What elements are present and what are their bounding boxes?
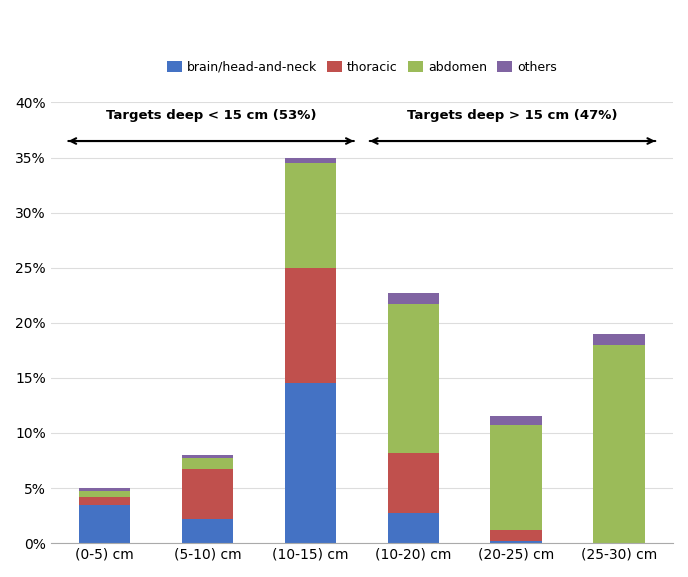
Text: Targets deep > 15 cm (47%): Targets deep > 15 cm (47%)	[407, 109, 618, 122]
Bar	[79, 488, 130, 492]
Bar	[387, 453, 439, 514]
Bar	[491, 417, 542, 425]
Text: Targets deep < 15 cm (53%): Targets deep < 15 cm (53%)	[106, 109, 316, 122]
Bar	[491, 425, 542, 530]
Bar	[387, 304, 439, 453]
Bar	[387, 514, 439, 543]
Bar	[387, 293, 439, 304]
Bar	[285, 383, 336, 543]
Bar	[79, 497, 130, 504]
Bar	[285, 268, 336, 383]
Bar	[79, 504, 130, 543]
Bar	[79, 492, 130, 497]
Bar	[182, 469, 233, 519]
Bar	[285, 158, 336, 163]
Bar	[491, 530, 542, 541]
Bar	[182, 455, 233, 458]
Bar	[593, 334, 645, 345]
Bar	[182, 519, 233, 543]
Bar	[593, 345, 645, 543]
Bar	[285, 163, 336, 268]
Bar	[491, 541, 542, 543]
Bar	[182, 458, 233, 469]
Legend: brain/head-and-neck, thoracic, abdomen, others: brain/head-and-neck, thoracic, abdomen, …	[162, 56, 561, 79]
